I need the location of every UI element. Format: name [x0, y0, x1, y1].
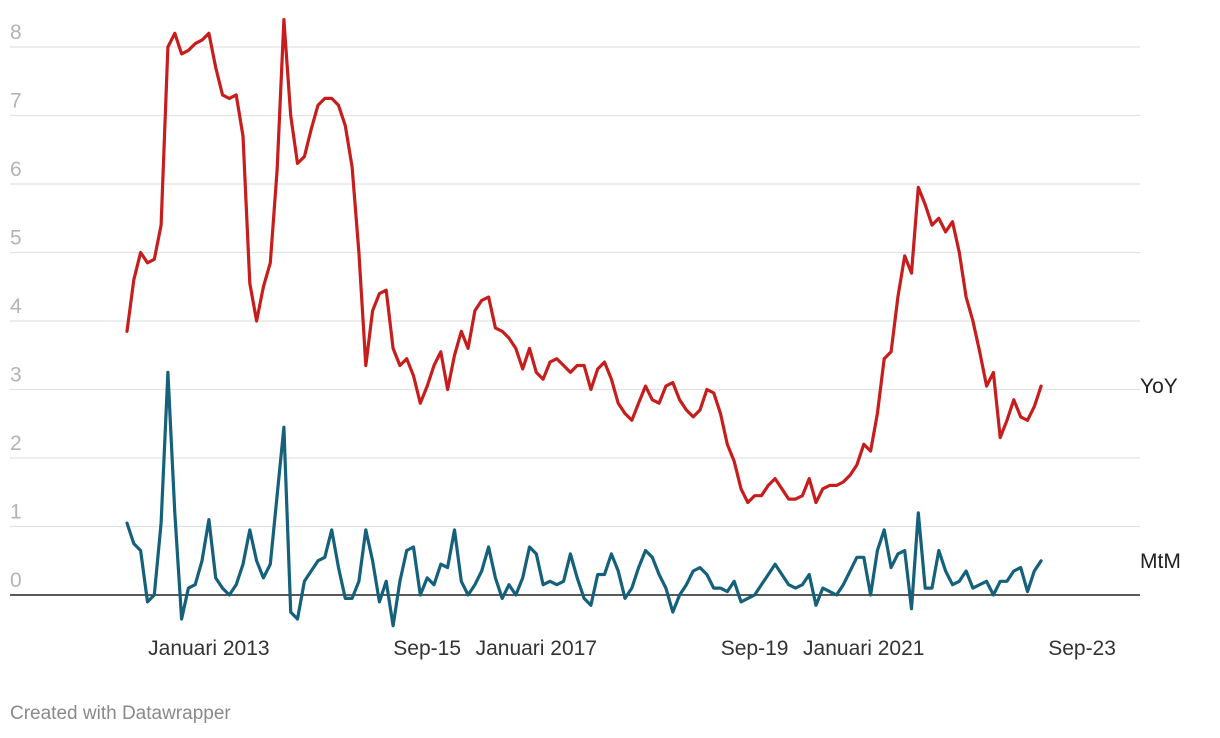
- y-tick-label: 6: [10, 158, 22, 181]
- y-tick-label: 7: [10, 90, 22, 113]
- y-tick-label: 1: [10, 501, 22, 524]
- x-tick-label: Januari 2013: [148, 637, 269, 660]
- x-tick-label: Januari 2017: [476, 637, 597, 660]
- y-tick-label: 0: [10, 569, 22, 592]
- y-tick-label: 5: [10, 227, 22, 250]
- series-labels: YoY MtM: [1140, 375, 1181, 573]
- series-line-mtm: [125, 370, 1043, 628]
- datawrapper-credit: Created with Datawrapper: [10, 703, 231, 724]
- series-label-mtm: MtM: [1140, 550, 1181, 573]
- x-tick-label: Sep-23: [1048, 637, 1116, 660]
- x-tick-label: Sep-15: [393, 637, 461, 660]
- gridlines: [10, 46, 1140, 528]
- x-tick-label: Sep-19: [721, 637, 789, 660]
- y-tick-label: 2: [10, 432, 22, 455]
- x-axis-ticks: Januari 2013 Sep-15 Januari 2017 Sep-19 Janu…: [148, 637, 1116, 660]
- series-label-yoy: YoY: [1140, 375, 1178, 398]
- series-lines: [125, 18, 1043, 628]
- y-axis-ticks: 0 1 2 3 4 5 6 7 8: [10, 21, 22, 592]
- x-tick-label: Januari 2021: [803, 637, 924, 660]
- y-tick-label: 4: [10, 295, 22, 318]
- y-tick-label: 3: [10, 364, 22, 387]
- series-line-yoy: [125, 18, 1043, 505]
- y-tick-label: 8: [10, 21, 22, 44]
